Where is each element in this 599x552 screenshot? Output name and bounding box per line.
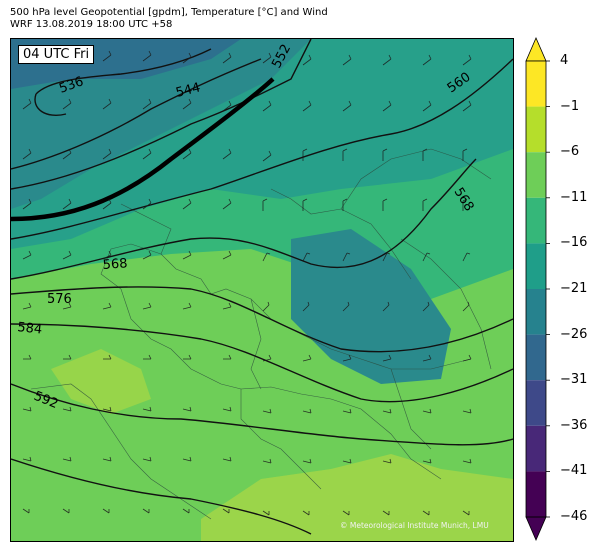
colorbar-ticks	[546, 60, 550, 518]
colorbar-band	[526, 61, 546, 107]
colorbar-band	[526, 471, 546, 517]
contour-label: 584	[17, 320, 43, 338]
colorbar-tick-label: −36	[560, 418, 588, 433]
colorbar-band	[526, 289, 546, 335]
contour-600	[11, 458, 312, 535]
map-svg: 536 544 552 560 568 568 576 584 592	[11, 39, 513, 541]
contour-592	[11, 383, 513, 446]
colorbar-tick-label: −1	[560, 99, 580, 114]
colorbar-tick-label: −31	[560, 372, 588, 387]
colorbar-band	[526, 425, 546, 472]
colorbar-bottom-arrow	[525, 516, 547, 542]
colorbar-band	[526, 106, 546, 153]
colorbar-band	[526, 334, 546, 381]
contour-label: 568	[102, 256, 128, 273]
chart-header: 500 hPa level Geopotential [gpdm], Tempe…	[10, 7, 328, 31]
colorbar-tick-label: −16	[560, 235, 588, 250]
contour-label-layer: 536 544 552 560 568 568 576 584 592	[17, 42, 477, 412]
colorbar-band	[526, 380, 546, 426]
colorbar-tick-label: −11	[560, 190, 588, 205]
wind-barbs-layer	[22, 48, 472, 516]
contour-label: 544	[174, 80, 202, 101]
contour-568	[11, 158, 477, 280]
header-title: 500 hPa level Geopotential [gpdm], Tempe…	[10, 7, 328, 18]
colorbar-tick-label: −26	[560, 327, 588, 342]
contour-552-thin	[11, 39, 312, 190]
contour-552-thick	[11, 77, 275, 222]
temperature-colorbar	[525, 36, 550, 542]
colorbar-tick-label: −41	[560, 463, 588, 478]
temp-warm-patch-south	[201, 454, 513, 541]
contour-584	[11, 323, 513, 403]
geopotential-contours	[11, 39, 513, 535]
colorbar-tick-label: −6	[560, 144, 580, 159]
header-run-info: WRF 13.08.2019 18:00 UTC +58	[10, 19, 173, 30]
contour-576	[11, 286, 513, 353]
contour-560	[11, 58, 513, 240]
temp-warm-patch-west	[51, 349, 151, 414]
contour-label: 576	[47, 292, 72, 307]
colorbar-top-arrow	[525, 36, 547, 62]
colorbar-band	[526, 243, 546, 289]
colorbar-tick-label: −21	[560, 281, 588, 296]
temp-band-colder	[11, 39, 311, 209]
map-panel: 536 544 552 560 568 568 576 584 592	[10, 38, 514, 542]
colorbar-tick-label: −46	[560, 509, 588, 524]
contour-544	[11, 58, 262, 170]
copyright-notice: © Meteorological Institute Munich, LMU	[340, 521, 489, 530]
colorbar-band	[526, 197, 546, 244]
forecast-time-badge: 04 UTC Fri	[18, 45, 95, 64]
colorbar-band	[526, 152, 546, 198]
colorbar-tick-label: 4	[560, 53, 569, 68]
